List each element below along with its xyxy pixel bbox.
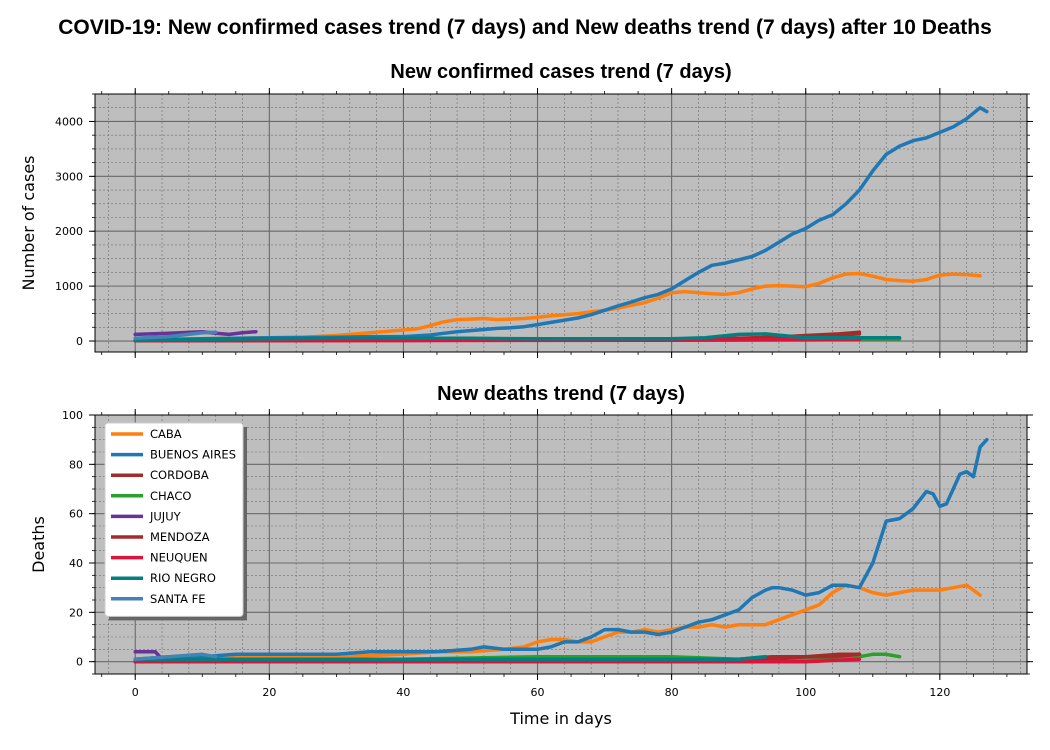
deaths-chart-title: New deaths trend (7 days) <box>437 383 685 405</box>
deaths-series-group <box>133 437 989 664</box>
legend-label-santa-fe: SANTA FE <box>150 592 206 606</box>
figure-suptitle: COVID-19: New confirmed cases trend (7 d… <box>58 16 992 39</box>
deaths-ytick-label: 100 <box>62 409 83 422</box>
deaths-ytick-label: 80 <box>69 458 83 471</box>
legend-label-caba: CABA <box>150 427 182 441</box>
deaths-x-axis-label: Time in days <box>509 709 612 728</box>
deaths-series-rio-negro <box>133 654 768 661</box>
cases-ticks <box>89 88 1033 358</box>
deaths-xtick-label: 0 <box>132 686 139 699</box>
cases-plot-area <box>95 94 1027 352</box>
deaths-ytick-label: 0 <box>76 656 83 669</box>
cases-series-santa-fe <box>133 330 218 341</box>
legend-label-chaco: CHACO <box>150 489 191 503</box>
deaths-chart: 0 20 40 60 80 100 120 0 20 40 60 80 100 New deaths tr… <box>29 383 1033 728</box>
deaths-ytick-label: 40 <box>69 557 83 570</box>
deaths-plot-area <box>95 415 1027 674</box>
legend: CABA BUENOS AIRES CORDOBA CHACO JUJUY MENDOZA… <box>104 422 247 621</box>
cases-ytick-label: 1000 <box>55 280 83 293</box>
cases-ytick-label: 3000 <box>55 170 83 183</box>
cases-y-axis-label: Number of cases <box>19 156 38 291</box>
deaths-ytick-label: 20 <box>69 606 83 619</box>
legend-box <box>104 422 244 617</box>
legend-label-mendoza: MENDOZA <box>150 530 210 544</box>
deaths-ytick-label: 60 <box>69 508 83 521</box>
deaths-xtick-label: 80 <box>665 686 679 699</box>
deaths-xtick-label: 100 <box>795 686 816 699</box>
deaths-xtick-label: 60 <box>531 686 545 699</box>
cases-ytick-label: 0 <box>76 335 83 348</box>
legend-label-jujuy: JUJUY <box>149 509 182 523</box>
deaths-axes-frame <box>94 414 1028 675</box>
cases-series-rio-negro <box>133 332 902 343</box>
deaths-xtick-label: 20 <box>262 686 276 699</box>
deaths-series-santa-fe <box>133 652 218 661</box>
legend-label-rio-negro: RIO NEGRO <box>150 571 216 585</box>
deaths-series-neuquen <box>133 657 862 664</box>
cases-ytick-label: 4000 <box>55 115 83 128</box>
deaths-y-axis-label: Deaths <box>29 516 48 573</box>
cases-series-buenos-aires <box>133 105 989 342</box>
deaths-xtick-label: 40 <box>396 686 410 699</box>
legend-label-neuquen: NEUQUEN <box>150 551 208 565</box>
legend-label-cordoba: CORDOBA <box>150 468 209 482</box>
deaths-xtick-label: 120 <box>929 686 950 699</box>
cases-chart: 0 1000 2000 3000 4000 New confirmed cases tre… <box>19 61 1033 358</box>
deaths-ticks <box>89 409 1033 680</box>
deaths-series-buenos-aires <box>133 437 989 661</box>
cases-series-group <box>133 105 989 343</box>
cases-ytick-label: 2000 <box>55 225 83 238</box>
cases-series-caba <box>133 271 982 342</box>
legend-label-buenos-aires: BUENOS AIRES <box>150 448 236 462</box>
cases-chart-title: New confirmed cases trend (7 days) <box>390 61 731 83</box>
cases-axes-frame <box>94 93 1028 353</box>
